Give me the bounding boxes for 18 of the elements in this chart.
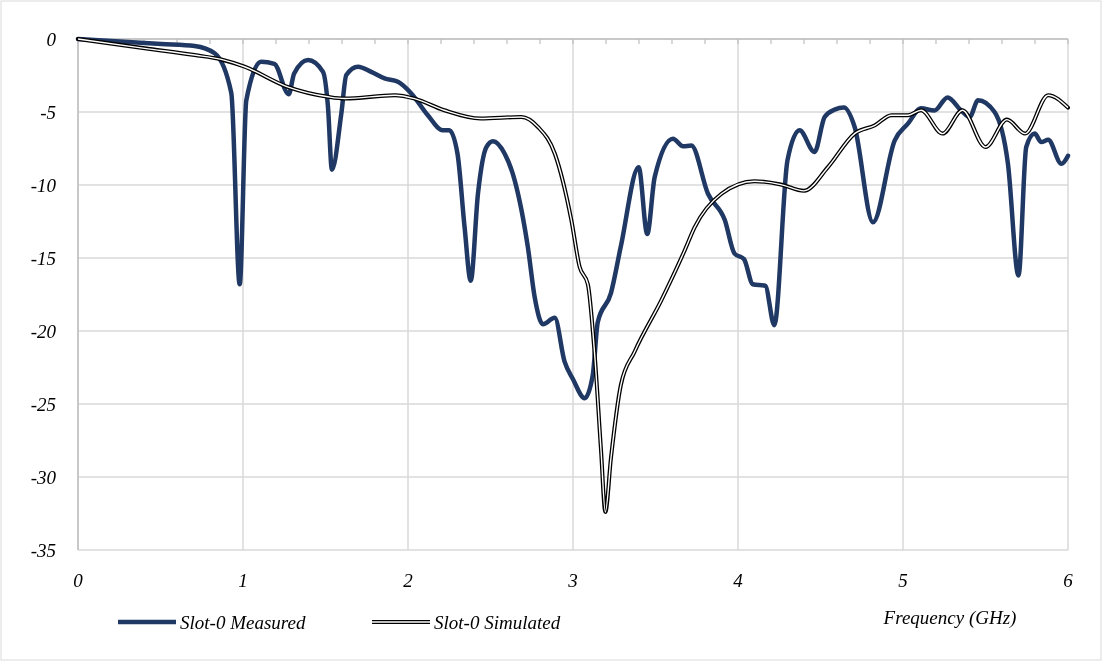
y-tick-label: 0: [46, 28, 57, 50]
x-tick-label: 1: [238, 570, 248, 591]
x-tick-label: 2: [403, 570, 414, 591]
legend-label: Slot-0 Measured: [180, 611, 306, 633]
x-tick-label: 6: [1063, 570, 1074, 591]
x-axis-title: Frequency (GHz): [882, 607, 1017, 629]
x-tick-label: 0: [73, 570, 84, 591]
legend-label: Slot-0 Simulated: [434, 611, 561, 633]
y-tick-label: -30: [30, 466, 57, 488]
x-tick-label: 3: [567, 570, 578, 591]
y-tick-label: -25: [30, 393, 56, 415]
x-tick-label: 4: [733, 570, 744, 591]
y-tick-label: -15: [30, 247, 56, 269]
y-tick-label: -35: [30, 539, 56, 561]
y-tick-label: -5: [40, 101, 56, 123]
x-tick-label: 5: [898, 570, 908, 591]
y-tick-label: -20: [30, 320, 57, 342]
y-tick-label: -10: [30, 174, 57, 196]
